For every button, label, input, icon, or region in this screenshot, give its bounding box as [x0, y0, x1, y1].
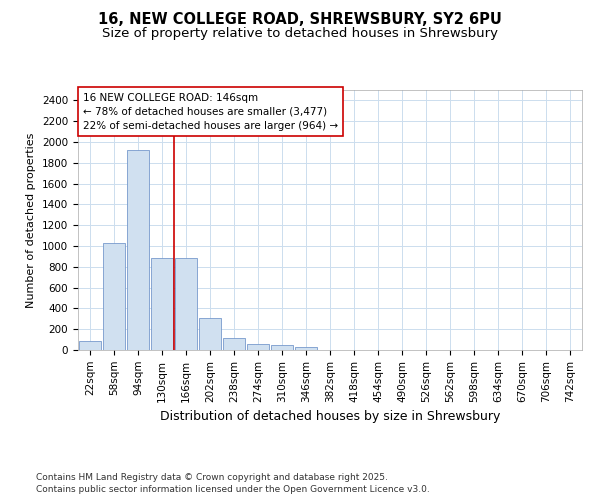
Text: 16, NEW COLLEGE ROAD, SHREWSBURY, SY2 6PU: 16, NEW COLLEGE ROAD, SHREWSBURY, SY2 6P… — [98, 12, 502, 28]
Text: 16 NEW COLLEGE ROAD: 146sqm
← 78% of detached houses are smaller (3,477)
22% of : 16 NEW COLLEGE ROAD: 146sqm ← 78% of det… — [83, 92, 338, 130]
Bar — [79, 340, 101, 350]
Bar — [247, 344, 269, 350]
Text: Size of property relative to detached houses in Shrewsbury: Size of property relative to detached ho… — [102, 28, 498, 40]
Bar — [199, 318, 221, 350]
Bar — [223, 338, 245, 350]
Bar — [103, 243, 125, 350]
Bar — [127, 150, 149, 350]
Bar — [175, 258, 197, 350]
Bar — [271, 346, 293, 350]
Y-axis label: Number of detached properties: Number of detached properties — [26, 132, 37, 308]
Bar — [295, 347, 317, 350]
Text: Contains public sector information licensed under the Open Government Licence v3: Contains public sector information licen… — [36, 485, 430, 494]
X-axis label: Distribution of detached houses by size in Shrewsbury: Distribution of detached houses by size … — [160, 410, 500, 423]
Text: Contains HM Land Registry data © Crown copyright and database right 2025.: Contains HM Land Registry data © Crown c… — [36, 472, 388, 482]
Bar — [151, 258, 173, 350]
